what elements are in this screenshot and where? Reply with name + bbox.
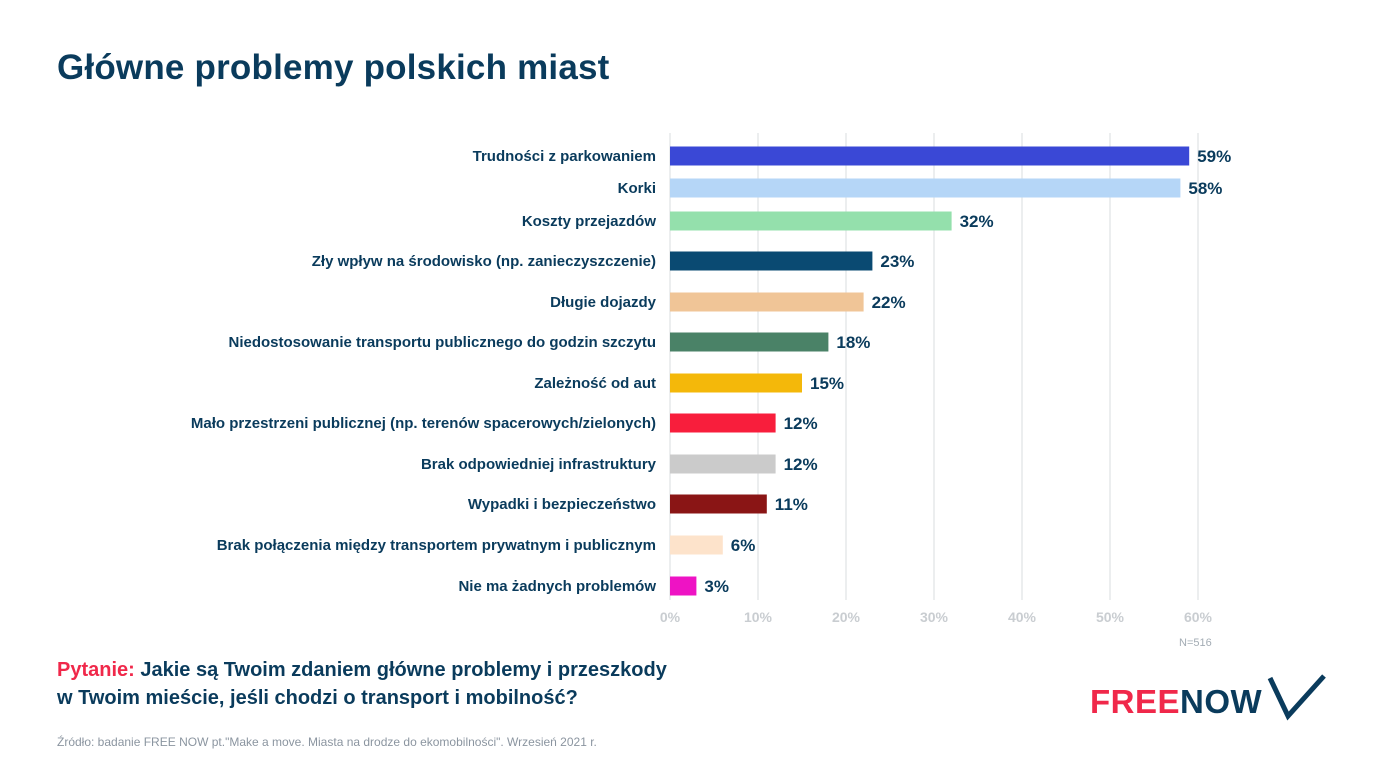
category-label: Mało przestrzeni publicznej (np. terenów… xyxy=(191,415,656,432)
value-label: 23% xyxy=(880,252,914,271)
question-text-line1: Jakie są Twoim zdaniem główne problemy i… xyxy=(134,659,667,681)
category-label: Zależność od aut xyxy=(534,375,656,392)
category-label: Koszty przejazdów xyxy=(522,213,657,230)
source-note: Źródło: badanie FREE NOW pt."Make a move… xyxy=(57,735,597,749)
sample-size-note: N=516 xyxy=(1179,637,1212,649)
bar xyxy=(670,211,952,231)
bar xyxy=(670,535,723,555)
value-label: 59% xyxy=(1197,147,1231,166)
category-label: Długie dojazdy xyxy=(550,294,657,311)
value-label: 11% xyxy=(775,495,808,514)
bar xyxy=(670,494,767,514)
category-label: Zły wpływ na środowisko (np. zanieczyszc… xyxy=(312,253,656,270)
category-label: Niedostosowanie transportu publicznego d… xyxy=(228,334,656,351)
category-label: Brak połączenia między transportem prywa… xyxy=(217,537,656,554)
bar xyxy=(670,454,776,474)
category-label: Korki xyxy=(618,180,656,197)
logo-free-text: FREE xyxy=(1090,683,1181,720)
bar xyxy=(670,413,776,433)
question-text-line2: w Twoim mieście, jeśli chodzi o transpor… xyxy=(57,687,578,709)
value-label: 3% xyxy=(704,577,729,596)
question-block: Pytanie: Jakie są Twoim zdaniem główne p… xyxy=(57,656,817,712)
bar xyxy=(670,292,864,312)
bar xyxy=(670,373,802,393)
value-label: 12% xyxy=(784,414,818,433)
value-label: 32% xyxy=(960,212,994,231)
value-label: 6% xyxy=(731,536,756,555)
x-tick-label: 10% xyxy=(744,609,773,625)
logo-wordmark: FREENOW xyxy=(1090,685,1262,718)
x-tick-label: 30% xyxy=(920,609,949,625)
category-label: Trudności z parkowaniem xyxy=(473,148,656,165)
value-label: 18% xyxy=(836,333,870,352)
x-tick-label: 20% xyxy=(832,609,861,625)
bar xyxy=(670,332,829,352)
x-tick-label: 0% xyxy=(660,609,681,625)
category-label: Brak odpowiedniej infrastruktury xyxy=(421,456,657,473)
x-tick-label: 50% xyxy=(1096,609,1125,625)
bar xyxy=(670,178,1181,198)
logo-now-text: NOW xyxy=(1180,683,1263,720)
value-label: 12% xyxy=(784,455,818,474)
page-title: Główne problemy polskich miast xyxy=(57,48,610,87)
chevron-v-logo-icon xyxy=(1267,674,1327,721)
bar xyxy=(670,146,1190,166)
question-label: Pytanie: xyxy=(57,659,135,681)
category-label: Wypadki i bezpieczeństwo xyxy=(468,496,656,513)
x-tick-label: 60% xyxy=(1184,609,1213,625)
x-tick-label: 40% xyxy=(1008,609,1037,625)
value-label: 15% xyxy=(810,374,844,393)
category-label: Nie ma żadnych problemów xyxy=(458,578,656,595)
bar-chart: Trudności z parkowaniem 59% Korki 58% Koszty… xyxy=(191,133,1231,625)
bar xyxy=(670,251,873,271)
bar xyxy=(670,576,697,596)
value-label: 58% xyxy=(1188,179,1222,198)
freenow-logo: FREENOW xyxy=(1090,668,1328,724)
value-label: 22% xyxy=(872,293,906,312)
